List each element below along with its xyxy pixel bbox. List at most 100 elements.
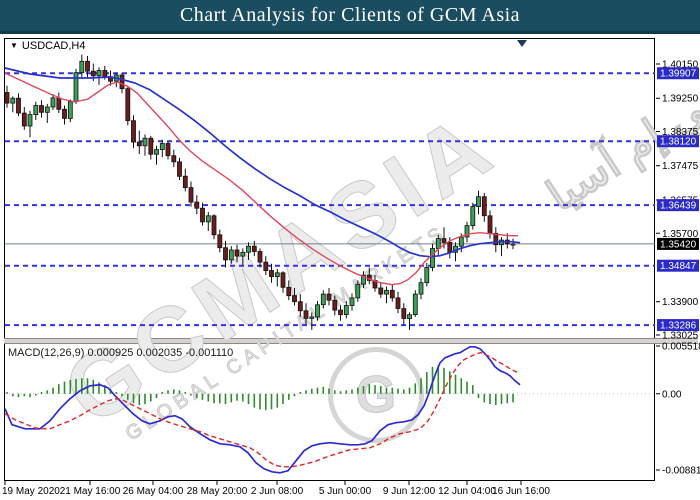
moving-average-red (4, 72, 518, 286)
bull-candle (50, 97, 56, 108)
time-tick-label: 21 May 16:00 (60, 486, 121, 497)
bear-candle (487, 215, 493, 234)
bull-candle (424, 267, 430, 284)
indicator-label: MACD(12,26,9) 0.000925 0.002035 -0.00111… (8, 347, 234, 359)
price-badge-label: 1.34847 (660, 261, 697, 272)
price-level-badge (657, 135, 699, 148)
price-tick-label: 1.33900 (662, 297, 699, 308)
bear-candle (292, 295, 297, 303)
bull-candle (10, 97, 16, 104)
bear-candle (85, 60, 90, 72)
bull-candle (458, 236, 464, 247)
bear-candle (188, 187, 194, 203)
bull-candle (246, 245, 251, 253)
bear-candle (481, 196, 487, 217)
price-badge-label: 1.39907 (660, 69, 697, 80)
bear-candle (125, 88, 131, 121)
price-level-badge (657, 259, 699, 272)
time-tick-label: 5 Jun 00:00 (319, 486, 372, 497)
time-tick-label: 26 May 04:00 (123, 486, 184, 497)
bear-candle (56, 97, 62, 110)
bear-candle (447, 241, 453, 253)
bull-candle (205, 215, 211, 223)
chart-shift-marker-icon (517, 40, 527, 47)
bear-candle (389, 289, 395, 299)
bear-candle (378, 287, 384, 295)
bear-candle (280, 272, 286, 288)
bull-candle (361, 274, 366, 285)
macd-tick-label: 0.00 (662, 389, 682, 400)
bull-candle (154, 149, 159, 155)
bear-candle (269, 270, 274, 277)
bull-candle (384, 289, 389, 295)
bear-candle (297, 301, 303, 312)
bull-candle (320, 293, 326, 306)
price-badge-label: 1.38120 (660, 137, 697, 148)
bear-candle (395, 297, 401, 309)
moving-average-blue (4, 67, 521, 258)
price-tick-label: 1.35700 (662, 229, 699, 240)
bull-candle (343, 305, 349, 316)
bull-candle (315, 304, 320, 318)
bear-candle (21, 112, 27, 127)
bear-candle (441, 238, 447, 243)
bull-candle (33, 105, 39, 116)
time-tick-label: 28 May 20:00 (187, 486, 248, 497)
bull-candle (464, 225, 470, 238)
macd-signal-line (4, 351, 521, 468)
price-tick-label: 1.39250 (662, 94, 699, 105)
time-tick-label: 16 Jun 16:00 (492, 486, 550, 497)
bull-candle (79, 60, 85, 74)
bear-candle (165, 143, 171, 157)
bear-candle (90, 70, 96, 77)
bear-candle (119, 74, 125, 90)
time-tick-label: 9 Jun 12:00 (383, 486, 436, 497)
bear-candle (182, 175, 188, 188)
bull-candle (407, 314, 412, 319)
bull-candle (228, 249, 234, 261)
bear-candle (234, 249, 240, 257)
bear-candle (39, 105, 44, 113)
bear-candle (194, 201, 200, 209)
title-bar: Chart Analysis for Clients of GCM Asia (0, 0, 700, 34)
panel-separator[interactable] (4, 338, 698, 344)
price-tick-label: 1.33025 (662, 331, 699, 342)
price-tick-label: 1.38375 (662, 127, 699, 138)
price-level-badge (657, 319, 699, 332)
bear-candle (286, 286, 292, 297)
bull-candle (67, 101, 73, 119)
macd-main-line (4, 345, 521, 474)
bull-candle (476, 196, 481, 207)
page-title: Chart Analysis for Clients of GCM Asia (179, 4, 521, 26)
bull-candle (274, 272, 280, 277)
bear-candle (263, 261, 269, 272)
bull-candle (510, 243, 516, 246)
bear-candle (338, 309, 343, 316)
bear-candle (102, 70, 108, 77)
bear-candle (62, 108, 67, 119)
price-badge-label: 1.35420 (660, 239, 697, 250)
bull-candle (44, 106, 50, 113)
chevron-down-icon[interactable]: ▼ (10, 41, 18, 50)
bear-candle (136, 141, 142, 147)
symbol-label[interactable]: ▼ USDCAD,H4 (10, 40, 86, 52)
bear-candle (257, 251, 263, 263)
bull-candle (27, 114, 33, 127)
bull-candle (418, 282, 424, 295)
price-level-badge (657, 237, 699, 250)
bear-candle (211, 215, 217, 236)
bear-candle (326, 293, 332, 301)
price-badge-label: 1.33286 (660, 321, 697, 332)
bull-candle (412, 293, 418, 316)
bull-candle (159, 143, 165, 150)
bull-candle (430, 248, 435, 268)
price-level-badge (657, 67, 699, 80)
bear-candle (332, 299, 338, 311)
bull-candle (355, 283, 361, 299)
bull-candle (470, 206, 476, 227)
bull-candle (96, 70, 102, 77)
time-tick-label: 19 May 2020 (2, 486, 60, 497)
time-tick-label: 12 Jun 04:00 (438, 486, 496, 497)
